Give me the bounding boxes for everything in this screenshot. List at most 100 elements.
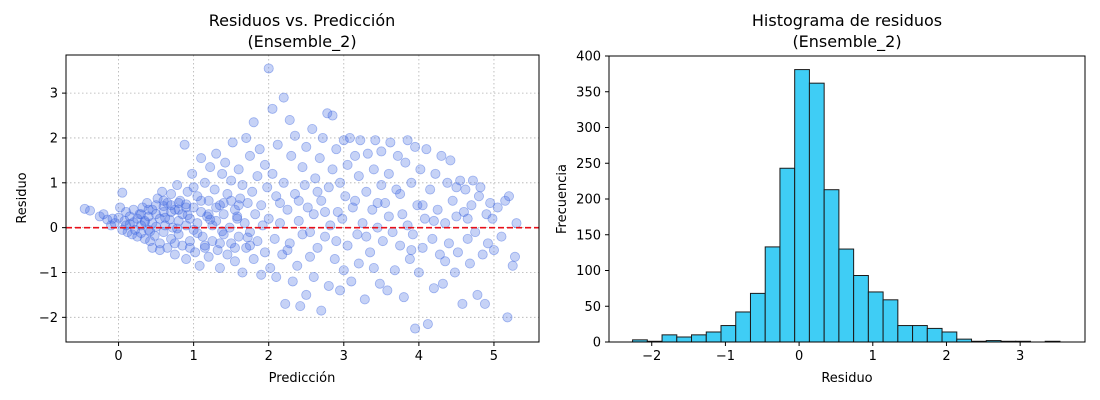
scatter-point bbox=[404, 254, 415, 265]
scatter-point bbox=[323, 280, 334, 291]
scatter-point bbox=[132, 213, 143, 224]
scatter-point bbox=[115, 202, 126, 213]
scatter-point bbox=[169, 238, 180, 249]
scatter-point bbox=[297, 229, 308, 240]
y-tick-label: 200 bbox=[576, 193, 601, 208]
scatter-point bbox=[242, 232, 253, 243]
scatter-point bbox=[284, 238, 295, 249]
x-tick-label: 4 bbox=[415, 349, 423, 364]
scatter-point bbox=[509, 251, 520, 262]
scatter-point bbox=[464, 258, 475, 269]
scatter-point bbox=[344, 132, 355, 143]
scatter-point bbox=[98, 209, 109, 220]
scatter-point bbox=[282, 245, 293, 256]
scatter-point bbox=[436, 150, 447, 161]
scatter-point bbox=[301, 141, 312, 152]
scatter-point bbox=[295, 301, 306, 312]
y-tick-label: 50 bbox=[584, 300, 601, 315]
x-tick-label: 3 bbox=[1016, 349, 1024, 364]
scatter-point bbox=[214, 238, 225, 249]
scatter-point bbox=[192, 218, 203, 229]
scatter-point bbox=[196, 206, 207, 217]
scatter-point bbox=[271, 271, 282, 282]
x-tick-label: 2 bbox=[942, 349, 950, 364]
scatter-point bbox=[177, 209, 188, 220]
scatter-point bbox=[353, 171, 364, 182]
scatter-point bbox=[325, 220, 336, 231]
scatter-point bbox=[370, 135, 381, 146]
scatter-point bbox=[342, 159, 353, 170]
scatter-point bbox=[237, 180, 248, 191]
scatter-point bbox=[212, 245, 223, 256]
scatter-point bbox=[237, 267, 248, 278]
y-tick-label: 0 bbox=[50, 221, 58, 236]
scatter-point bbox=[127, 229, 138, 240]
scatter-point bbox=[443, 238, 454, 249]
scatter-point bbox=[278, 92, 289, 103]
scatter-point bbox=[158, 201, 169, 212]
scatter-point bbox=[222, 189, 233, 200]
scatter-point bbox=[389, 265, 400, 276]
histogram-bar bbox=[926, 327, 943, 343]
scatter-point bbox=[350, 150, 361, 161]
scatter-point bbox=[419, 213, 430, 224]
scatter-point bbox=[179, 139, 190, 150]
scatter-point bbox=[335, 285, 346, 296]
scatter-point bbox=[187, 168, 198, 179]
scatter-point bbox=[361, 186, 372, 197]
scatter-x-label: Predicción bbox=[269, 371, 336, 386]
scatter-point bbox=[417, 242, 428, 253]
scatter-point bbox=[338, 265, 349, 276]
scatter-point bbox=[145, 236, 156, 247]
scatter-point bbox=[316, 305, 327, 316]
scatter-point bbox=[259, 159, 270, 170]
scatter-point bbox=[229, 242, 240, 253]
scatter-point bbox=[199, 177, 210, 188]
scatter-point bbox=[382, 285, 393, 296]
scatter-point bbox=[107, 213, 118, 224]
scatter-point bbox=[137, 202, 148, 213]
scatter-point bbox=[286, 150, 297, 161]
scatter-point bbox=[473, 191, 484, 202]
scatter-point bbox=[196, 153, 207, 164]
scatter-point bbox=[222, 249, 233, 260]
scatter-point bbox=[197, 231, 208, 242]
scatter-point bbox=[254, 144, 265, 155]
scatter-point bbox=[173, 204, 184, 215]
scatter-point bbox=[337, 213, 348, 224]
scatter-point bbox=[487, 213, 498, 224]
scatter-point bbox=[214, 263, 225, 274]
scatter-point bbox=[282, 204, 293, 215]
scatter-point bbox=[452, 247, 463, 258]
scatter-point bbox=[166, 233, 177, 244]
scatter-point bbox=[194, 260, 205, 271]
scatter-point bbox=[342, 240, 353, 251]
scatter-point bbox=[188, 182, 199, 193]
scatter-point bbox=[173, 215, 184, 226]
scatter-point bbox=[199, 242, 210, 253]
scatter-point bbox=[190, 247, 201, 258]
scatter-point bbox=[202, 211, 213, 222]
scatter-point bbox=[218, 209, 229, 220]
y-tick-label: 400 bbox=[576, 50, 601, 65]
histogram-bar bbox=[720, 325, 737, 343]
scatter-point bbox=[406, 177, 417, 188]
scatter-point bbox=[410, 323, 421, 334]
scatter-point bbox=[488, 245, 499, 256]
scatter-point bbox=[272, 139, 283, 150]
scatter-point bbox=[415, 164, 426, 175]
scatter-point bbox=[269, 233, 280, 244]
scatter-point bbox=[280, 298, 291, 309]
scatter-point bbox=[440, 256, 451, 267]
histogram-x-label: Residuo bbox=[821, 371, 872, 386]
scatter-point bbox=[380, 197, 391, 208]
scatter-point bbox=[312, 242, 323, 253]
histogram-panel: Histograma de residuos (Ensemble_2) −2 −1… bbox=[555, 11, 1086, 386]
histogram-bar bbox=[823, 189, 840, 343]
scatter-point bbox=[145, 226, 156, 237]
scatter-point bbox=[395, 240, 406, 251]
scatter-point bbox=[392, 150, 403, 161]
scatter-point bbox=[139, 233, 150, 244]
scatter-point bbox=[367, 204, 378, 215]
histogram-bar bbox=[912, 325, 928, 343]
